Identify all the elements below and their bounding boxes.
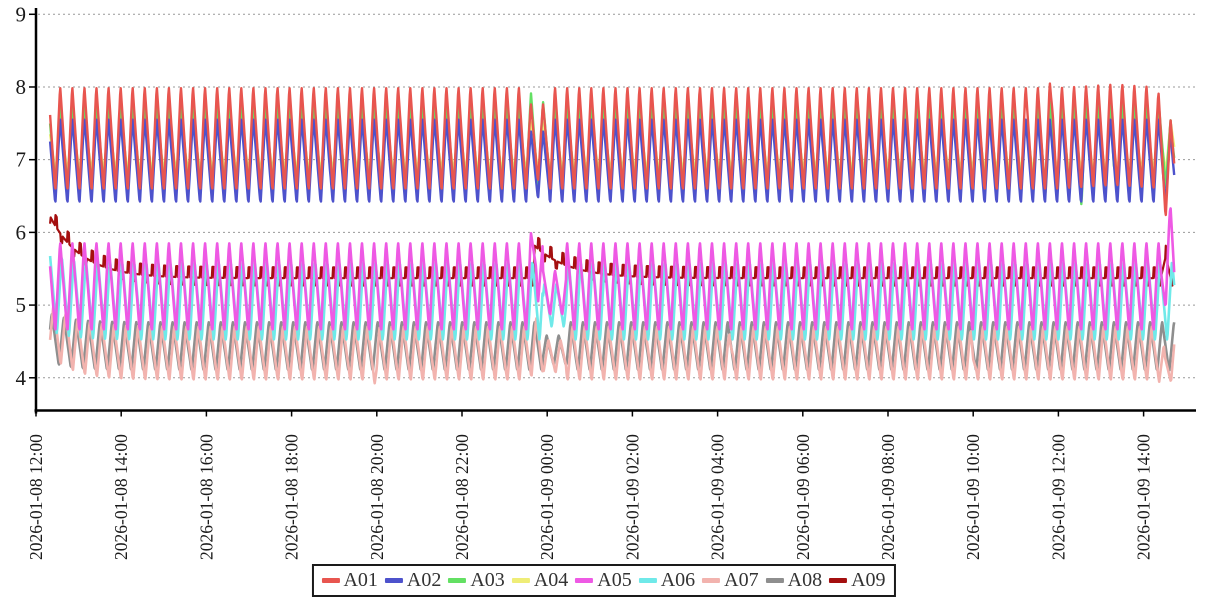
x-tick-label: 2026-01-09 12:00	[1048, 434, 1068, 560]
legend-swatch-A06	[638, 577, 657, 583]
legend-item-A08: A08	[765, 567, 823, 593]
line-chart-plot-area: 4 5 6 7 8 9 2026-01-08 12:00 2026-01-08 14:00 20…	[16, 2, 1196, 560]
series-line-A01	[48, 82, 1176, 217]
legend-swatch-A09	[829, 577, 848, 583]
x-tick-label: 2026-01-08 18:00	[282, 434, 302, 560]
legend-swatch-A04	[511, 577, 530, 583]
y-tick-label: 9	[16, 2, 27, 26]
y-tick-label: 8	[16, 75, 27, 99]
y-tick-label: 5	[16, 293, 27, 317]
legend-item-A03: A03	[448, 567, 505, 593]
x-tick-label: 2026-01-09 06:00	[793, 434, 813, 560]
legend-swatch-A08	[765, 577, 784, 583]
x-tick-label: 2026-01-08 16:00	[196, 434, 216, 560]
legend-label: A06	[660, 569, 696, 591]
legend-label: A09	[851, 569, 886, 591]
legend-item-A05: A05	[575, 567, 632, 593]
x-tick-label: 2026-01-08 12:00	[26, 434, 46, 560]
x-tick-label: 2026-01-09 02:00	[622, 434, 642, 560]
series-line-A05	[48, 207, 1176, 331]
legend-swatch-A01	[321, 577, 340, 583]
legend-item-A02: A02	[384, 567, 442, 593]
x-tick-label: 2026-01-09 10:00	[963, 434, 983, 560]
legend-label: A02	[406, 569, 442, 591]
legend-item-A01: A01	[321, 567, 378, 593]
x-tick-label: 2026-01-09 08:00	[878, 434, 898, 560]
series-line-A07	[48, 303, 1176, 385]
y-tick-label: 4	[16, 366, 27, 390]
legend-item-A06: A06	[638, 567, 696, 593]
legend-item-A09: A09	[829, 567, 886, 593]
x-tick-label: 2026-01-09 14:00	[1134, 434, 1154, 560]
y-tick-label: 7	[16, 148, 27, 172]
legend-label: A01	[343, 569, 378, 591]
x-tick-label: 2026-01-08 20:00	[367, 434, 387, 560]
legend-label: A03	[470, 569, 505, 591]
x-tick-label: 2026-01-08 14:00	[111, 434, 131, 560]
x-tick-label: 2026-01-09 04:00	[708, 434, 728, 560]
legend-swatch-A03	[448, 577, 467, 583]
legend-label: A04	[533, 569, 569, 591]
legend-label: A05	[597, 569, 632, 591]
legend-item-A07: A07	[702, 567, 759, 593]
y-tick-label: 6	[16, 220, 27, 244]
legend: A01 A02 A03 A04 A05 A06 A07 A08 A09	[311, 564, 896, 597]
legend-item-A04: A04	[511, 567, 569, 593]
legend-swatch-A05	[575, 577, 594, 583]
x-tick-label: 2026-01-08 22:00	[452, 434, 472, 560]
series-line-A06	[48, 255, 1176, 341]
x-tick-label: 2026-01-09 00:00	[537, 434, 557, 560]
legend-swatch-A07	[702, 577, 721, 583]
legend-label: A07	[724, 569, 759, 591]
legend-label: A08	[787, 569, 823, 591]
legend-swatch-A02	[384, 577, 403, 583]
